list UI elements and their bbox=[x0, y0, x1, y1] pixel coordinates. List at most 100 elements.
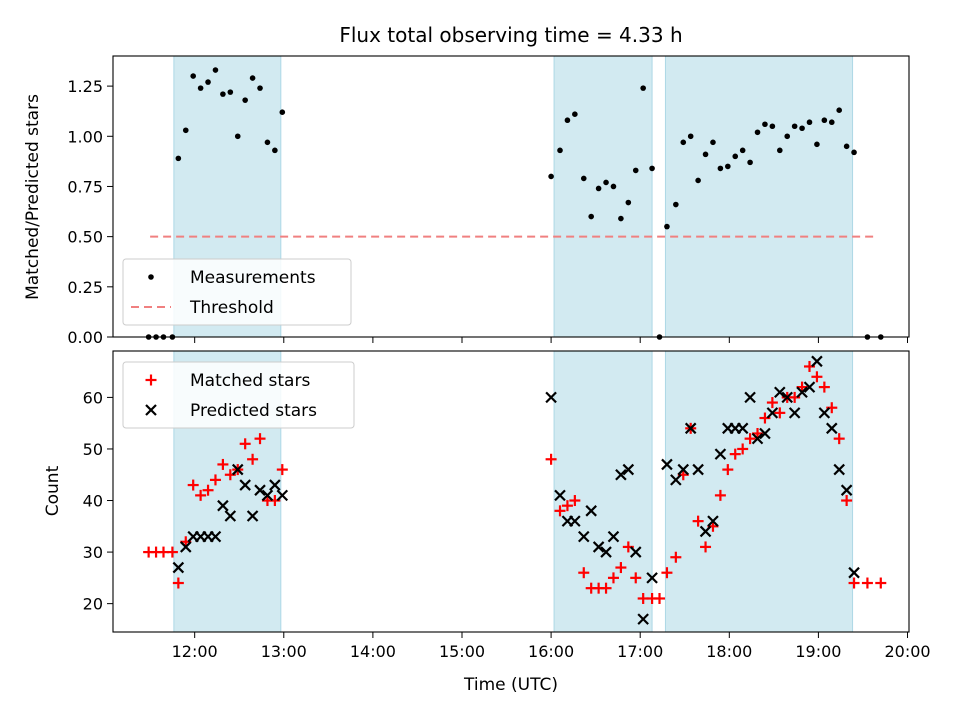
predicted-star-marker bbox=[661, 458, 673, 471]
y-tick-label: 1.25 bbox=[67, 77, 103, 96]
y-tick-label: 30 bbox=[83, 543, 103, 562]
predicted-star-marker bbox=[577, 530, 590, 543]
measurement-point bbox=[754, 129, 761, 136]
matched-star-marker bbox=[578, 567, 590, 579]
matched-star-marker bbox=[615, 562, 627, 574]
measurement-point bbox=[279, 109, 286, 115]
legend-marker-predicted bbox=[145, 404, 157, 416]
matched-star-marker bbox=[209, 474, 221, 486]
measurement-point bbox=[272, 147, 278, 154]
x-tick-label: 13:00 bbox=[261, 642, 307, 661]
predicted-star-marker bbox=[629, 546, 642, 558]
measurement-point bbox=[702, 151, 709, 158]
count-panel: 20 30 40 50 60 12:00 13:00 14:00 15:00 16:00 17:00… bbox=[43, 350, 931, 695]
axis-ticks: 20 30 40 50 60 12:00 13:00 14:00 15:00 16:00 17:00… bbox=[83, 388, 931, 661]
measurement-point bbox=[632, 167, 639, 174]
legend-box bbox=[122, 258, 352, 326]
measurement-point bbox=[791, 123, 798, 130]
shaded-interval bbox=[553, 350, 653, 633]
predicted-star-marker bbox=[637, 613, 649, 625]
shaded-interval bbox=[664, 55, 854, 338]
predicted-star-marker bbox=[818, 407, 831, 419]
measurement-point bbox=[572, 111, 578, 118]
measurement-point bbox=[710, 139, 716, 146]
measurement-point bbox=[673, 201, 679, 208]
measurement-point bbox=[739, 147, 746, 154]
measurement-point bbox=[717, 165, 724, 172]
matched-star-marker bbox=[848, 577, 860, 589]
measurement-point bbox=[212, 67, 219, 73]
measurement-point bbox=[603, 179, 609, 186]
predicted-star-marker bbox=[231, 463, 244, 476]
x-axis-label: Time (UTC) bbox=[463, 675, 558, 695]
predicted-star-marker bbox=[744, 391, 756, 404]
matched-star-marker bbox=[187, 479, 199, 491]
predicted-star-marker bbox=[607, 530, 620, 543]
matched-star-marker bbox=[744, 433, 756, 445]
predicted-star-marker bbox=[554, 489, 566, 502]
predicted-star-marker bbox=[751, 432, 764, 445]
measurement-point bbox=[687, 133, 694, 140]
predicted-star-marker bbox=[811, 355, 823, 368]
measurement-point bbox=[695, 177, 701, 184]
predicted-star-marker bbox=[840, 484, 853, 496]
x-tick-label: 17:00 bbox=[617, 642, 663, 661]
measurement-point bbox=[175, 155, 182, 162]
predicted-star-marker bbox=[833, 463, 845, 476]
measurement-point bbox=[625, 199, 632, 206]
predicted-star-marker bbox=[803, 381, 816, 393]
y-tick-label: 20 bbox=[83, 595, 103, 614]
predicted-star-marker bbox=[766, 407, 779, 419]
matched-star-marker bbox=[561, 500, 573, 512]
matched-star-marker bbox=[833, 433, 845, 445]
matched-star-marker bbox=[692, 515, 704, 527]
measurement-point bbox=[806, 119, 813, 126]
measurement-point bbox=[588, 213, 594, 220]
predicted-star-marker bbox=[684, 422, 697, 435]
predicted-star-marker bbox=[592, 541, 605, 553]
y-tick-label: 0.00 bbox=[67, 328, 103, 347]
legend-label: Threshold bbox=[189, 298, 274, 318]
x-tick-label: 18:00 bbox=[706, 642, 752, 661]
predicted-star-marker bbox=[569, 515, 581, 527]
predicted-star-marker bbox=[736, 422, 749, 435]
measurement-point bbox=[264, 139, 271, 146]
matched-star-marker bbox=[254, 433, 266, 445]
predicted-star-marker bbox=[646, 572, 658, 584]
y-tick-label: 0.25 bbox=[67, 278, 103, 297]
measurement-point bbox=[249, 75, 256, 81]
matched-star-marker bbox=[247, 453, 259, 465]
y-tick-label: 1.00 bbox=[67, 127, 103, 146]
y-axis-label: Count bbox=[43, 465, 63, 516]
ratio-panel: 0.00 0.25 0.50 0.75 1.00 1.25 Matched/Predict… bbox=[23, 55, 910, 347]
measurement-point bbox=[851, 149, 857, 156]
predicted-star-marker bbox=[172, 561, 185, 574]
y-tick-label: 50 bbox=[83, 440, 103, 459]
measurement-point bbox=[814, 141, 820, 148]
matched-star-marker bbox=[166, 546, 178, 558]
matched-star-marker bbox=[654, 592, 666, 604]
matched-star-marker bbox=[737, 443, 749, 455]
measurement-point bbox=[564, 117, 571, 124]
matched-star-marker bbox=[811, 371, 823, 383]
measurement-point bbox=[799, 125, 805, 132]
predicted-star-marker bbox=[217, 499, 229, 512]
matched-star-marker bbox=[195, 489, 207, 501]
measurement-point bbox=[843, 143, 850, 150]
predicted-star-marker bbox=[246, 510, 259, 522]
predicted-star-marker bbox=[670, 474, 682, 486]
measurement-point bbox=[776, 147, 783, 154]
predicted-star-marker bbox=[269, 479, 281, 491]
x-tick-label: 15:00 bbox=[439, 642, 485, 661]
legend-box bbox=[122, 361, 355, 429]
x-tick-label: 20:00 bbox=[884, 642, 930, 661]
predicted-star-marker bbox=[781, 391, 794, 404]
y-tick-label: 60 bbox=[83, 388, 103, 407]
axis-ticks: 0.00 0.25 0.50 0.75 1.00 1.25 bbox=[67, 77, 909, 347]
predicted-star-marker bbox=[254, 484, 266, 496]
x-tick-label: 16:00 bbox=[528, 642, 574, 661]
shaded-interval bbox=[664, 350, 854, 633]
measurement-point bbox=[197, 85, 204, 91]
matched-star-marker bbox=[630, 572, 642, 584]
